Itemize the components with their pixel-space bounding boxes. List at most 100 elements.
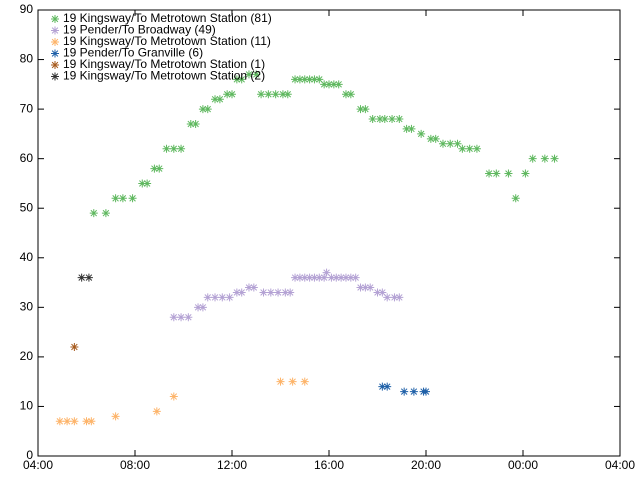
- point: [431, 134, 440, 143]
- point: [300, 273, 309, 282]
- point: [211, 95, 220, 104]
- x-tick-label: 12:00: [217, 458, 247, 472]
- point: [346, 90, 355, 99]
- point: [274, 288, 283, 297]
- point: [540, 154, 549, 163]
- point: [378, 382, 387, 391]
- point: [237, 288, 246, 297]
- point: [291, 273, 300, 282]
- point: [198, 303, 207, 312]
- point: [169, 144, 178, 153]
- point: [249, 283, 258, 292]
- y-tick-label: 80: [20, 52, 34, 66]
- x-tick-label: 00:00: [508, 458, 538, 472]
- point: [184, 313, 193, 322]
- point: [186, 119, 195, 128]
- point: [320, 80, 329, 89]
- point: [169, 313, 178, 322]
- point: [225, 293, 234, 302]
- point: [150, 164, 159, 173]
- x-tick-label: 08:00: [120, 458, 150, 472]
- point: [395, 293, 404, 302]
- point: [373, 288, 382, 297]
- point: [89, 209, 98, 218]
- point: [465, 144, 474, 153]
- point: [361, 283, 370, 292]
- point: [383, 382, 392, 391]
- point: [264, 90, 273, 99]
- point: [334, 80, 343, 89]
- point: [237, 75, 246, 84]
- point: [325, 80, 333, 89]
- point: [472, 144, 481, 153]
- point: [177, 313, 186, 322]
- point: [380, 115, 389, 124]
- point: [366, 283, 375, 292]
- point: [223, 90, 232, 99]
- point: [211, 293, 220, 302]
- point: [77, 273, 86, 282]
- point: [332, 273, 341, 282]
- point: [143, 179, 152, 188]
- legend-marker: [51, 38, 59, 46]
- point: [378, 288, 387, 297]
- point: [417, 129, 426, 138]
- point: [203, 293, 212, 302]
- point: [70, 417, 79, 426]
- point: [322, 268, 331, 277]
- point: [395, 115, 404, 124]
- point: [232, 288, 241, 297]
- legend-label: 19 Kingsway/To Metrotown Station (11): [63, 34, 271, 48]
- point: [446, 139, 455, 148]
- point: [492, 169, 501, 178]
- legend-label: 19 Kingsway/To Metrotown Station (2): [63, 69, 265, 83]
- point: [453, 139, 462, 148]
- point: [232, 75, 241, 84]
- point: [550, 154, 559, 163]
- point: [356, 283, 365, 292]
- x-tick-label: 16:00: [314, 458, 344, 472]
- point: [87, 417, 96, 426]
- point: [228, 90, 236, 99]
- point: [198, 105, 207, 114]
- y-tick-label: 70: [20, 101, 34, 115]
- point: [283, 90, 292, 99]
- point: [155, 164, 164, 173]
- point: [70, 342, 79, 351]
- point: [356, 105, 365, 114]
- point: [438, 139, 447, 148]
- point: [511, 194, 520, 203]
- x-tick-label: 04:00: [23, 458, 53, 472]
- point: [402, 124, 411, 133]
- point: [128, 194, 137, 203]
- point: [409, 387, 418, 396]
- y-tick-label: 10: [20, 399, 34, 413]
- point: [375, 115, 384, 124]
- point: [305, 273, 314, 282]
- point: [341, 90, 350, 99]
- y-tick-label: 0: [26, 448, 33, 462]
- point: [259, 288, 268, 297]
- legend-label: 19 Pender/To Broadway (49): [63, 23, 216, 37]
- point: [528, 154, 537, 163]
- point: [276, 377, 285, 386]
- point: [504, 169, 513, 178]
- point: [194, 303, 203, 312]
- point: [191, 119, 200, 128]
- point: [271, 90, 280, 99]
- point: [388, 115, 397, 124]
- point: [111, 194, 120, 203]
- point: [426, 134, 435, 143]
- y-tick-label: 60: [20, 151, 34, 165]
- y-tick-label: 40: [20, 250, 34, 264]
- point: [55, 417, 64, 426]
- point: [138, 179, 147, 188]
- point: [63, 417, 72, 426]
- point: [300, 75, 309, 84]
- point: [286, 288, 295, 297]
- point: [111, 412, 120, 421]
- point: [169, 392, 178, 401]
- point: [203, 105, 212, 114]
- legend-marker: [51, 49, 59, 58]
